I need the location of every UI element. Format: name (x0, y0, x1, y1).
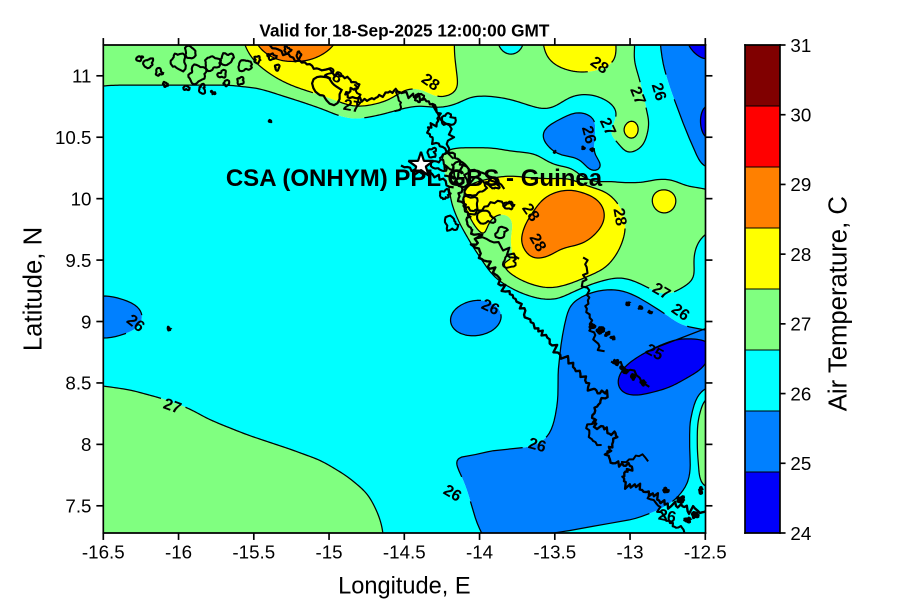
svg-text:8: 8 (81, 434, 91, 455)
svg-text:29: 29 (790, 174, 811, 195)
svg-text:11: 11 (72, 66, 91, 87)
svg-text:Longitude, E: Longitude, E (338, 573, 471, 599)
svg-text:26: 26 (790, 383, 811, 404)
svg-text:26: 26 (578, 124, 599, 146)
svg-text:CSA (ONHYM) PPL GBS - Guinea: CSA (ONHYM) PPL GBS - Guinea (226, 165, 603, 192)
svg-text:-16.5: -16.5 (82, 541, 125, 562)
svg-text:28: 28 (321, 64, 345, 87)
svg-text:25: 25 (642, 341, 666, 364)
svg-text:26: 26 (479, 296, 502, 319)
svg-text:30: 30 (790, 105, 811, 126)
svg-text:-15: -15 (315, 541, 342, 562)
svg-text:-14.5: -14.5 (383, 541, 426, 562)
svg-text:26: 26 (526, 435, 548, 456)
svg-text:-12.5: -12.5 (684, 541, 727, 562)
svg-text:Valid for 18-Sep-2025 12:00:00: Valid for 18-Sep-2025 12:00:00 GMT (259, 21, 549, 41)
svg-text:10: 10 (71, 188, 92, 209)
svg-text:-13: -13 (616, 541, 643, 562)
svg-text:7.5: 7.5 (65, 496, 91, 517)
svg-text:31: 31 (790, 35, 811, 56)
svg-text:26: 26 (657, 506, 678, 526)
svg-text:9.5: 9.5 (65, 250, 91, 271)
svg-text:Air Temperature, C: Air Temperature, C (825, 196, 853, 411)
svg-text:28: 28 (609, 207, 629, 228)
svg-text:9: 9 (81, 311, 91, 332)
svg-text:28: 28 (526, 231, 550, 255)
svg-text:27: 27 (439, 162, 457, 181)
svg-text:27: 27 (626, 84, 648, 107)
svg-text:27: 27 (649, 280, 673, 304)
svg-text:Latitude, N: Latitude, N (19, 227, 47, 351)
svg-text:-15.5: -15.5 (232, 541, 275, 562)
svg-text:27: 27 (161, 396, 184, 418)
svg-text:26: 26 (440, 482, 464, 506)
svg-text:10.5: 10.5 (55, 127, 92, 148)
svg-text:8.5: 8.5 (65, 373, 91, 394)
svg-text:-13.5: -13.5 (533, 541, 576, 562)
svg-text:27: 27 (596, 115, 619, 138)
svg-text:28: 28 (790, 244, 811, 265)
svg-text:-16: -16 (165, 541, 192, 562)
svg-text:27: 27 (342, 97, 363, 117)
svg-text:24: 24 (790, 523, 811, 544)
svg-text:-14: -14 (466, 541, 493, 562)
svg-text:27: 27 (790, 314, 811, 335)
svg-text:25: 25 (790, 453, 811, 474)
svg-text:26: 26 (648, 81, 669, 103)
